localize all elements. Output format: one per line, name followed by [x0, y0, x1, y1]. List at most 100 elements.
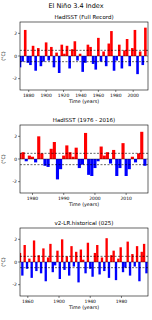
bar	[115, 159, 118, 176]
bar	[140, 132, 143, 159]
bar	[96, 159, 99, 161]
zero-line	[20, 56, 148, 57]
bar	[144, 28, 147, 56]
bar	[89, 47, 92, 56]
bar	[123, 50, 126, 56]
bar	[81, 159, 84, 165]
bar	[63, 262, 65, 270]
bar	[93, 159, 96, 168]
x-tick	[63, 90, 64, 92]
bar	[108, 262, 110, 278]
bar	[53, 142, 56, 159]
bar	[31, 157, 34, 159]
reference-line	[20, 164, 148, 165]
y-tick-label: -2	[13, 76, 18, 81]
x-tick	[27, 296, 28, 298]
bar	[100, 56, 103, 62]
bar	[58, 56, 61, 73]
panel: HadISST (1976 - 2016)-202198019902000201…	[1, 117, 148, 207]
bar	[115, 56, 118, 61]
x-tick	[28, 90, 29, 92]
bar	[66, 46, 69, 56]
bar	[74, 41, 77, 56]
x-tick	[32, 193, 33, 195]
figure-title: El Niño 3.4 Index	[48, 2, 103, 10]
bar	[129, 262, 131, 276]
bar	[77, 262, 79, 282]
x-axis-label: Time (years)	[68, 202, 99, 207]
bar	[61, 239, 63, 262]
bar	[105, 56, 108, 66]
bar	[50, 149, 53, 159]
x-tick	[98, 90, 99, 92]
y-tick	[18, 181, 20, 182]
bar	[98, 262, 100, 274]
bar	[109, 159, 112, 164]
bars	[20, 238, 148, 282]
bar	[87, 159, 90, 175]
y-tick	[18, 239, 20, 240]
bar	[45, 262, 47, 281]
y-tick-label: -2	[13, 282, 18, 287]
plot-frame	[20, 228, 148, 296]
bar	[34, 56, 37, 71]
bar	[101, 257, 103, 262]
bar	[121, 143, 124, 159]
y-tick	[18, 136, 20, 137]
x-tick-label: 1920	[58, 93, 70, 98]
bar	[136, 246, 138, 262]
x-tick	[59, 296, 60, 298]
x-tick	[80, 90, 81, 92]
reference-line	[20, 267, 148, 268]
bar	[90, 159, 93, 176]
reference-line	[20, 153, 148, 154]
bar	[73, 262, 75, 267]
bar	[47, 56, 50, 61]
x-tick-label: 1860	[22, 299, 34, 304]
plot-frame	[20, 22, 148, 90]
y-tick-label: 2	[14, 134, 17, 139]
bar	[78, 159, 81, 168]
bar	[68, 56, 71, 68]
y-tick	[18, 159, 20, 160]
x-tick	[126, 193, 127, 195]
bar	[37, 48, 40, 56]
bar	[24, 245, 26, 262]
x-tick	[90, 296, 91, 298]
bar	[55, 53, 58, 56]
x-tick	[63, 193, 64, 195]
bar	[76, 56, 79, 61]
plot-frame	[20, 125, 148, 193]
x-tick-label: 1900	[40, 93, 52, 98]
bar	[50, 47, 53, 56]
bar	[40, 153, 43, 159]
bar	[35, 262, 37, 271]
bar	[63, 54, 66, 56]
x-axis-label: Time (years)	[68, 99, 99, 104]
bar	[65, 145, 68, 159]
bar	[128, 56, 131, 66]
bar	[45, 42, 48, 56]
bar	[125, 159, 128, 176]
y-tick	[18, 78, 20, 79]
y-tick-label: 0	[14, 157, 17, 162]
bar	[134, 262, 136, 267]
x-tick	[115, 90, 116, 92]
y-axis-label: (°C)	[1, 51, 6, 61]
bar	[128, 159, 131, 169]
y-tick-label: -2	[13, 179, 18, 184]
y-tick	[18, 284, 20, 285]
reference-line	[20, 256, 148, 257]
bars	[20, 132, 148, 180]
x-tick-label: 1990	[58, 196, 70, 201]
x-axis-label: Time (years)	[68, 305, 99, 310]
bar	[56, 159, 59, 179]
bar	[112, 150, 115, 159]
x-tick-label: 1960	[93, 93, 105, 98]
zero-line	[20, 262, 148, 263]
bar	[131, 157, 134, 159]
y-tick-label: 0	[14, 260, 17, 265]
bar	[131, 254, 133, 262]
y-tick-label: 2	[14, 237, 17, 242]
bar	[105, 238, 107, 262]
